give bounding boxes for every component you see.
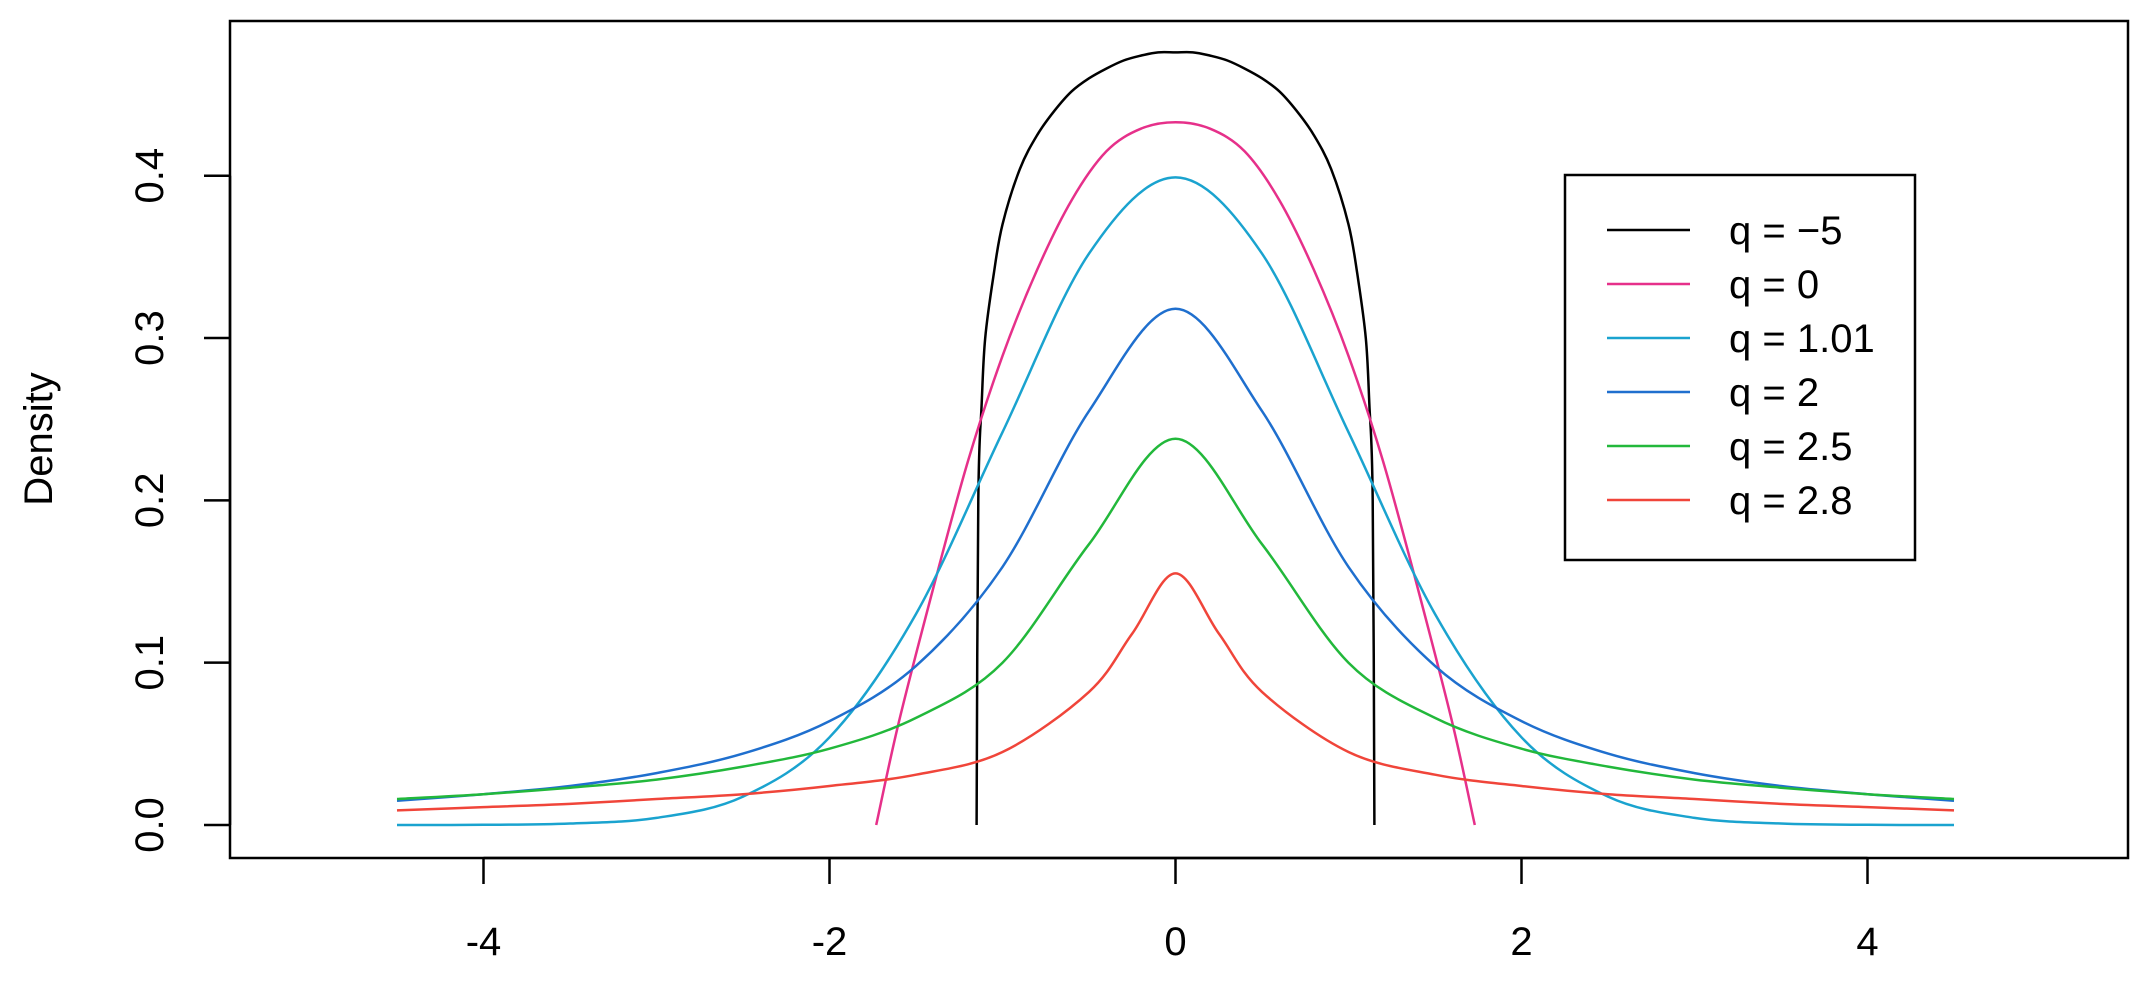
y-tick-label: 0.4 [128,148,172,204]
series-line-5 [396,572,1955,812]
legend-label: q = 0 [1729,263,1819,307]
x-tick-label: 2 [1510,920,1532,964]
x-tick-label: 4 [1856,920,1878,964]
series-layer [396,50,1955,827]
series-line-4 [396,437,1955,801]
legend-label: q = 2.5 [1729,425,1852,469]
y-tick-label: 0.1 [128,635,172,691]
series-line-3 [396,307,1955,802]
y-tick-label: 0.2 [128,473,172,529]
legend-box [1563,173,1917,562]
y-tick-label: 0.3 [128,310,172,366]
y-axis-label: Density [17,372,61,505]
legend-label: q = 2 [1729,371,1819,415]
x-tick-label: -4 [466,920,502,964]
y-tick-label: 0.0 [128,797,172,853]
x-tick-label: -2 [812,920,848,964]
legend-items: q = −5 q = 0 q = 1.01 q = 2 q = 2.5 q = 2.8 [1607,209,1875,523]
legend-label: q = −5 [1729,209,1842,253]
legend: q = −5 q = 0 q = 1.01 q = 2 q = 2.5 q = 2.8 [1563,173,1917,562]
x-tick-label: 0 [1164,920,1186,964]
y-axis: 0.0 0.1 0.2 0.3 0.4 [128,148,232,853]
legend-label: q = 2.8 [1729,479,1852,523]
series-line-1 [874,120,1477,826]
legend-label: q = 1.01 [1729,317,1875,361]
x-axis: -4 -2 0 2 4 [466,856,1879,964]
series-line-0 [975,50,1376,826]
series-line-2 [396,176,1955,827]
